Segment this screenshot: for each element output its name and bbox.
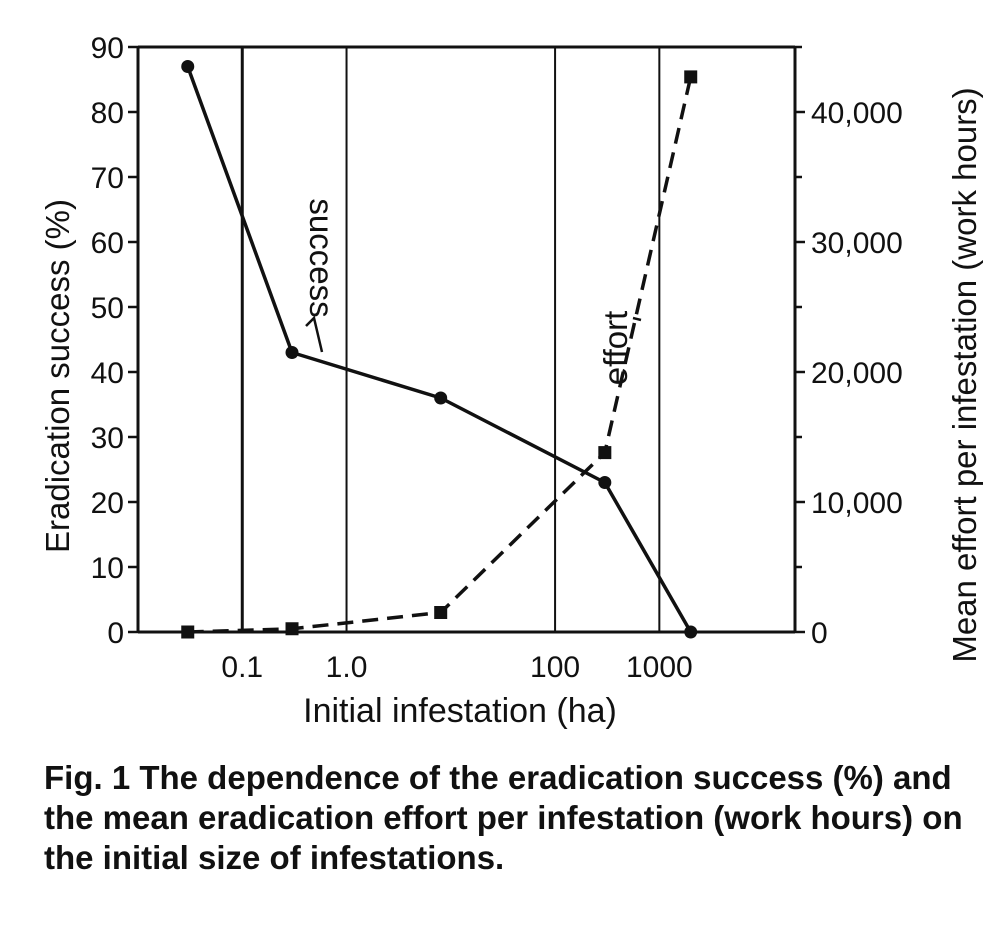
data-point-effort xyxy=(285,622,299,636)
y-tick-label-right: 10,000 xyxy=(811,487,903,520)
axes: 0.1 1.0 100 1000 0 10 20 30 40 50 60 70 80 90 0 10,000 2… xyxy=(91,32,903,684)
y-tick-label-right: 40,000 xyxy=(811,97,903,130)
data-point-success xyxy=(434,391,448,405)
y-tick-label-left: 50 xyxy=(91,292,124,325)
y-tick-label-right: 0 xyxy=(811,617,828,650)
series-label-effort: effort xyxy=(597,311,634,386)
chart: 0.1 1.0 100 1000 0 10 20 30 40 50 60 70 80 90 0 10,000 2… xyxy=(39,32,983,730)
y-tick-label-left: 60 xyxy=(91,227,124,260)
y-axis-label-left: Eradication success (%) xyxy=(39,199,76,553)
y-tick-label-left: 10 xyxy=(91,552,124,585)
y-tick-label-left: 40 xyxy=(91,357,124,390)
y-tick-label-left: 20 xyxy=(91,487,124,520)
grid-lines xyxy=(240,47,661,632)
y-tick-label-left: 30 xyxy=(91,422,124,455)
y-axis-label-right: Mean effort per infestation (work hours) xyxy=(946,87,983,662)
x-tick-label: 0.1 xyxy=(221,651,263,684)
data-point-effort xyxy=(434,606,448,619)
y-tick-label-left: 70 xyxy=(91,162,124,195)
data-point-effort xyxy=(684,70,698,84)
x-tick-label: 1000 xyxy=(626,651,693,684)
data-point-success xyxy=(285,346,299,359)
y-tick-label-right: 30,000 xyxy=(811,227,903,260)
series-label-success: success xyxy=(303,198,340,317)
data-point-effort xyxy=(598,446,612,460)
labels: Initial infestation (ha) Eradication suc… xyxy=(39,87,983,730)
x-axis-label: Initial infestation (ha) xyxy=(303,692,617,730)
data-point-success xyxy=(598,476,612,489)
data-point-effort xyxy=(181,625,195,639)
success-leader-line xyxy=(305,315,324,353)
series xyxy=(181,60,698,639)
figure-caption: Fig. 1 The dependence of the eradication… xyxy=(44,759,963,876)
x-tick-label: 100 xyxy=(530,651,580,684)
y-tick-label-right: 20,000 xyxy=(811,357,903,390)
y-tick-label-left: 80 xyxy=(91,97,124,130)
effort-leader-line xyxy=(632,316,642,322)
y-tick-label-left: 0 xyxy=(107,617,124,650)
data-point-success xyxy=(684,625,698,639)
data-point-success xyxy=(181,60,195,73)
x-tick-label: 1.0 xyxy=(326,651,368,684)
y-tick-label-left: 90 xyxy=(91,32,124,65)
